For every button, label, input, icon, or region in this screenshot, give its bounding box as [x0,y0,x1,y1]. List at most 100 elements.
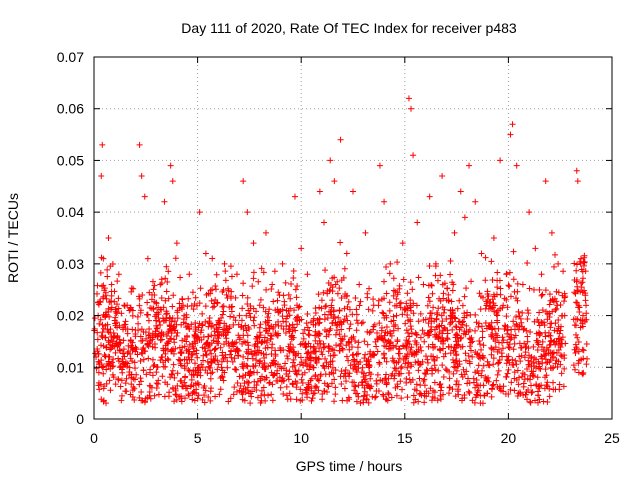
data-point [496,277,503,284]
data-point [503,313,510,320]
data-point [472,311,479,318]
data-point [432,260,439,267]
data-point [240,178,247,185]
data-point [144,255,151,262]
data-point [493,377,500,384]
data-point [559,340,566,347]
data-point [526,285,533,292]
data-point [417,310,424,317]
data-point [396,370,403,377]
data-point [324,382,331,389]
data-point [584,355,591,362]
data-point [185,391,192,398]
data-point [559,292,566,299]
data-point [332,281,339,288]
data-point [410,152,417,159]
data-point [260,350,267,357]
data-point [125,342,132,349]
data-point [153,322,160,329]
data-point [490,335,497,342]
data-point [290,268,297,275]
data-point [431,389,438,396]
data-point [261,366,268,373]
data-point [545,329,552,336]
data-point [464,380,471,387]
data-point [323,328,330,335]
data-point [560,383,567,390]
data-point [381,314,388,321]
data-point [561,298,568,305]
data-point [506,283,513,290]
data-point [320,362,327,369]
data-point [258,339,265,346]
data-point [362,351,369,358]
data-point [136,295,143,302]
data-point [321,388,328,395]
data-point [173,240,180,247]
data-point [461,394,468,401]
data-point [495,367,502,374]
data-point [346,325,353,332]
data-point [270,298,277,305]
data-point [579,279,586,286]
data-point [501,322,508,329]
data-point [343,313,350,320]
data-point [268,369,275,376]
data-point [577,288,584,295]
data-point [383,290,390,297]
data-point [518,323,525,330]
data-point [331,398,338,405]
data-point [126,364,133,371]
data-point [332,384,339,391]
data-point [116,346,123,353]
data-point [370,352,377,359]
data-point [308,397,315,404]
data-point [118,392,125,399]
data-point [403,300,410,307]
data-point [449,279,456,286]
data-point [539,355,546,362]
data-point [572,290,579,297]
data-point [117,347,124,354]
data-point [417,382,424,389]
data-point [519,309,526,316]
data-point [299,340,306,347]
data-point [254,394,261,401]
data-point [430,353,437,360]
data-point [127,337,134,344]
data-point [177,357,184,364]
data-point [200,384,207,391]
data-point [258,387,265,394]
data-point [477,341,484,348]
data-point [223,322,230,329]
data-point [233,366,240,373]
data-point [376,361,383,368]
data-point [145,317,152,324]
data-point [138,378,145,385]
data-point [226,342,233,349]
data-point [266,380,273,387]
data-point [436,295,443,302]
data-point [583,341,590,348]
data-point [538,271,545,278]
data-point [390,327,397,334]
data-point [291,307,298,314]
data-point [133,371,140,378]
data-point [546,393,553,400]
data-point [145,355,152,362]
data-point [199,322,206,329]
data-point [147,395,154,402]
data-point [478,250,485,257]
data-point [359,382,366,389]
data-point [385,390,392,397]
data-point [162,350,169,357]
data-point [146,331,153,338]
data-point [422,353,429,360]
data-point [463,312,470,319]
data-point [285,291,292,298]
data-point [163,288,170,295]
data-point [540,348,547,355]
data-point [95,350,102,357]
data-point [400,276,407,283]
data-point [290,324,297,331]
